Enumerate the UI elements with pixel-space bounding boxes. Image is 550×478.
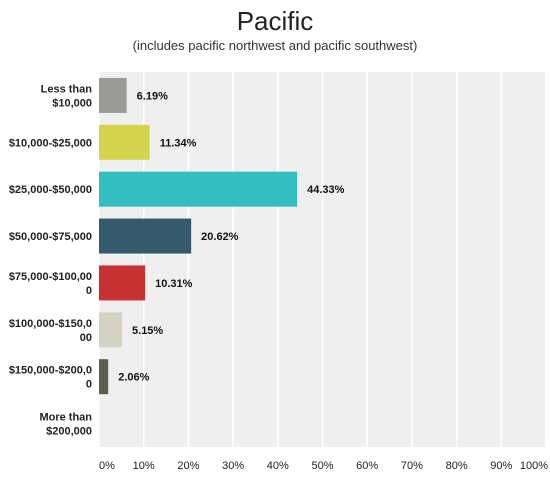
- category-label: $100,000-$150,0: [9, 318, 92, 330]
- category-label: More than: [39, 412, 92, 424]
- value-label: 10.31%: [155, 278, 193, 290]
- x-tick-label: 100%: [520, 460, 548, 472]
- category-label: $75,000-$100,00: [9, 271, 92, 283]
- x-tick-label: 50%: [311, 460, 333, 472]
- category-label: $150,000-$200,0: [9, 365, 92, 377]
- category-label: $50,000-$75,000: [9, 231, 92, 243]
- bar: [99, 359, 109, 395]
- bar: [99, 171, 298, 207]
- value-label: 11.34%: [160, 137, 197, 149]
- chart-subtitle: (includes pacific northwest and pacific …: [132, 38, 418, 53]
- value-label: 2.06%: [118, 372, 149, 384]
- category-label: $200,000: [46, 426, 92, 438]
- bar: [99, 218, 192, 254]
- bar: [99, 312, 123, 348]
- value-label: 6.19%: [137, 90, 168, 102]
- value-label: 20.62%: [201, 231, 239, 243]
- category-label: 00: [80, 332, 92, 344]
- x-tick-label: 20%: [177, 460, 199, 472]
- bar: [99, 77, 127, 113]
- bar: [99, 265, 146, 301]
- value-label: 44.33%: [307, 184, 345, 196]
- category-label: 0: [86, 379, 92, 391]
- category-label: 0: [86, 285, 92, 297]
- x-tick-label: 90%: [490, 460, 512, 472]
- x-tick-label: 40%: [267, 460, 289, 472]
- bar: [99, 124, 150, 160]
- x-tick-label: 60%: [356, 460, 378, 472]
- x-tick-label: 0%: [99, 460, 115, 472]
- value-label: 5.15%: [132, 325, 163, 337]
- x-tick-label: 10%: [133, 460, 155, 472]
- category-label: $10,000-$25,000: [9, 137, 92, 149]
- category-label: Less than: [41, 83, 93, 95]
- category-label: $25,000-$50,000: [9, 184, 92, 196]
- category-label: $10,000: [52, 97, 92, 109]
- x-tick-label: 80%: [446, 460, 468, 472]
- chart-title: Pacific: [236, 6, 314, 36]
- x-tick-label: 30%: [222, 460, 244, 472]
- x-tick-label: 70%: [401, 460, 423, 472]
